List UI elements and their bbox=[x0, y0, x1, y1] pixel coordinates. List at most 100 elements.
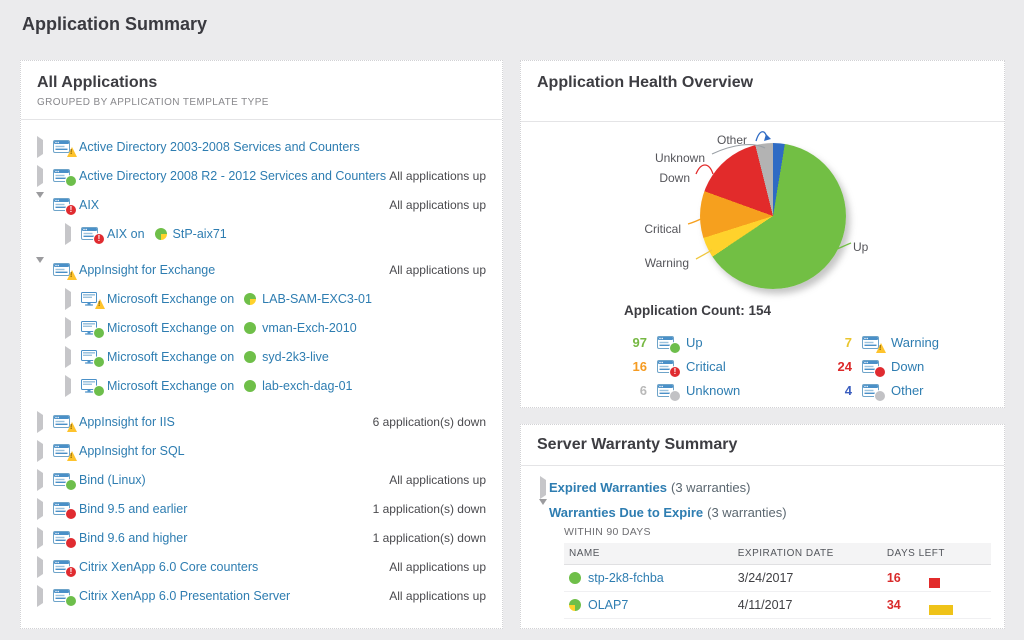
expand-arrow-icon[interactable] bbox=[35, 526, 47, 549]
application-link[interactable]: Microsoft Exchange on bbox=[107, 378, 235, 393]
application-link[interactable]: Active Directory 2008 R2 - 2012 Services… bbox=[79, 168, 387, 183]
days-left-value: 16 bbox=[886, 571, 901, 585]
legend-status-link[interactable]: Critical bbox=[686, 358, 726, 374]
expander-icon[interactable] bbox=[538, 498, 549, 520]
warranty-table-header-row: NAME EXPIRATION DATE DAYS LEFT bbox=[564, 543, 991, 565]
expand-arrow-icon[interactable] bbox=[63, 316, 75, 339]
server-warranty-panel: Server Warranty Summary Expired Warranti… bbox=[520, 424, 1005, 629]
warranty-table: NAME EXPIRATION DATE DAYS LEFT stp-2k8-fch… bbox=[564, 543, 991, 619]
legend-count: 4 bbox=[844, 382, 852, 398]
pie-label-other: Other bbox=[716, 133, 747, 147]
collapse-arrow-icon[interactable] bbox=[35, 191, 47, 212]
expand-arrow-icon[interactable] bbox=[35, 135, 47, 158]
node-link[interactable]: LAB-SAM-EXC3-01 bbox=[262, 291, 372, 306]
application-template-icon bbox=[657, 359, 680, 377]
legend-item: 7 Warning bbox=[824, 330, 1009, 354]
tree-row: Bind 9.6 and higher 1 application(s) down bbox=[21, 523, 502, 552]
tree-row: AIX on StP-aix71 bbox=[21, 219, 502, 248]
expand-arrow-icon[interactable] bbox=[63, 374, 75, 397]
warning-badge-icon bbox=[67, 147, 77, 157]
expand-arrow-icon[interactable] bbox=[35, 410, 47, 433]
expand-arrow-icon[interactable] bbox=[35, 439, 47, 462]
application-link[interactable]: AIX bbox=[79, 197, 100, 212]
up-badge-icon bbox=[94, 386, 104, 396]
application-link[interactable]: Bind 9.5 and earlier bbox=[79, 501, 188, 516]
collapse-arrow-icon[interactable] bbox=[35, 256, 47, 277]
application-link[interactable]: Citrix XenApp 6.0 Core counters bbox=[79, 559, 259, 574]
row-status: All applications up bbox=[389, 197, 486, 212]
application-health-header: Application Health Overview bbox=[521, 61, 1004, 122]
legend-status-link[interactable]: Other bbox=[891, 382, 924, 398]
legend-count: 6 bbox=[639, 382, 647, 398]
application-link[interactable]: Microsoft Exchange on bbox=[107, 291, 235, 306]
server-warranty-title: Server Warranty Summary bbox=[537, 436, 738, 453]
health-pie-chart[interactable] bbox=[700, 143, 846, 289]
application-template-icon bbox=[657, 335, 680, 353]
application-link[interactable]: AIX on bbox=[107, 226, 145, 241]
legend-status-link[interactable]: Down bbox=[891, 358, 925, 374]
due-to-expire-count: (3 warranties) bbox=[707, 504, 787, 520]
node-link[interactable]: vman-Exch-2010 bbox=[262, 320, 357, 335]
node-status-icon bbox=[569, 599, 581, 611]
node-status-icon bbox=[244, 350, 257, 363]
row-status: 6 application(s) down bbox=[372, 414, 486, 429]
expand-arrow-icon[interactable] bbox=[35, 468, 47, 491]
application-link[interactable]: Active Directory 2003-2008 Services and … bbox=[79, 139, 360, 154]
expired-warranties-group: Expired Warranties (3 warranties) bbox=[521, 475, 1004, 499]
expander-icon[interactable] bbox=[538, 475, 549, 499]
application-health-title: Application Health Overview bbox=[537, 74, 754, 91]
expand-arrow-icon[interactable] bbox=[35, 555, 47, 578]
application-template-icon bbox=[657, 383, 680, 401]
health-legend: 97 Up 7 Warning 16 Critical 24 Down 6 Unknown 4 Oth… bbox=[619, 330, 1009, 402]
legend-status-link[interactable]: Up bbox=[686, 334, 703, 350]
days-left-value: 34 bbox=[886, 598, 901, 612]
row-status: All applications up bbox=[389, 262, 486, 277]
all-applications-subtitle: GROUPED BY APPLICATION TEMPLATE TYPE bbox=[37, 97, 269, 108]
node-status-icon bbox=[244, 379, 257, 392]
application-template-icon bbox=[53, 140, 77, 157]
node-link[interactable]: syd-2k3-live bbox=[262, 349, 329, 364]
application-template-icon bbox=[862, 335, 886, 353]
application-template-icon bbox=[53, 473, 76, 490]
legend-count: 97 bbox=[632, 334, 647, 350]
pie-label-critical: Critical bbox=[644, 222, 681, 236]
warning-badge-icon bbox=[67, 270, 77, 280]
application-link[interactable]: Citrix XenApp 6.0 Presentation Server bbox=[79, 588, 291, 603]
server-link[interactable]: stp-2k8-fchba bbox=[588, 571, 664, 585]
application-template-icon bbox=[53, 531, 76, 548]
warranty-row: stp-2k8-fchba 3/24/2017 16 bbox=[564, 564, 991, 592]
node-link[interactable]: StP-aix71 bbox=[172, 226, 227, 241]
expand-arrow-icon[interactable] bbox=[35, 497, 47, 520]
application-count-label: Application Count: bbox=[624, 303, 745, 318]
node-link[interactable]: lab-exch-dag-01 bbox=[262, 378, 353, 393]
tree-row: AppInsight for SQL bbox=[21, 436, 502, 465]
application-link[interactable]: AppInsight for IIS bbox=[79, 414, 175, 429]
expand-arrow-icon[interactable] bbox=[63, 287, 75, 310]
application-link[interactable]: AppInsight for SQL bbox=[79, 443, 185, 458]
expired-warranties-link[interactable]: Expired Warranties bbox=[549, 479, 668, 495]
legend-count: 7 bbox=[844, 334, 852, 350]
legend-item: 97 Up bbox=[619, 330, 824, 354]
application-link[interactable]: AppInsight for Exchange bbox=[79, 262, 216, 277]
application-count: Application Count: 154 bbox=[624, 303, 771, 318]
expand-arrow-icon[interactable] bbox=[35, 164, 47, 187]
monitor-icon bbox=[81, 379, 104, 396]
application-link[interactable]: Microsoft Exchange on bbox=[107, 349, 235, 364]
legend-status-link[interactable]: Warning bbox=[891, 334, 939, 350]
all-applications-header: All Applications GROUPED BY APPLICATION … bbox=[21, 61, 502, 120]
application-link[interactable]: Bind 9.6 and higher bbox=[79, 530, 188, 545]
expand-arrow-icon[interactable] bbox=[35, 584, 47, 607]
application-link[interactable]: Bind (Linux) bbox=[79, 472, 146, 487]
warning-badge-icon bbox=[876, 342, 886, 353]
pie-label-down: Down bbox=[659, 171, 690, 185]
expand-arrow-icon[interactable] bbox=[63, 345, 75, 368]
legend-status-link[interactable]: Unknown bbox=[686, 382, 741, 398]
server-link[interactable]: OLAP7 bbox=[588, 598, 629, 612]
critical-badge-icon bbox=[66, 205, 76, 215]
pie-label-warning: Warning bbox=[644, 256, 689, 270]
application-link[interactable]: Microsoft Exchange on bbox=[107, 320, 235, 335]
expand-arrow-icon[interactable] bbox=[63, 222, 75, 245]
due-to-expire-link[interactable]: Warranties Due to Expire bbox=[549, 504, 704, 520]
tree-row: Microsoft Exchange on lab-exch-dag-01 bbox=[21, 371, 502, 400]
page-title: Application Summary bbox=[22, 14, 208, 34]
